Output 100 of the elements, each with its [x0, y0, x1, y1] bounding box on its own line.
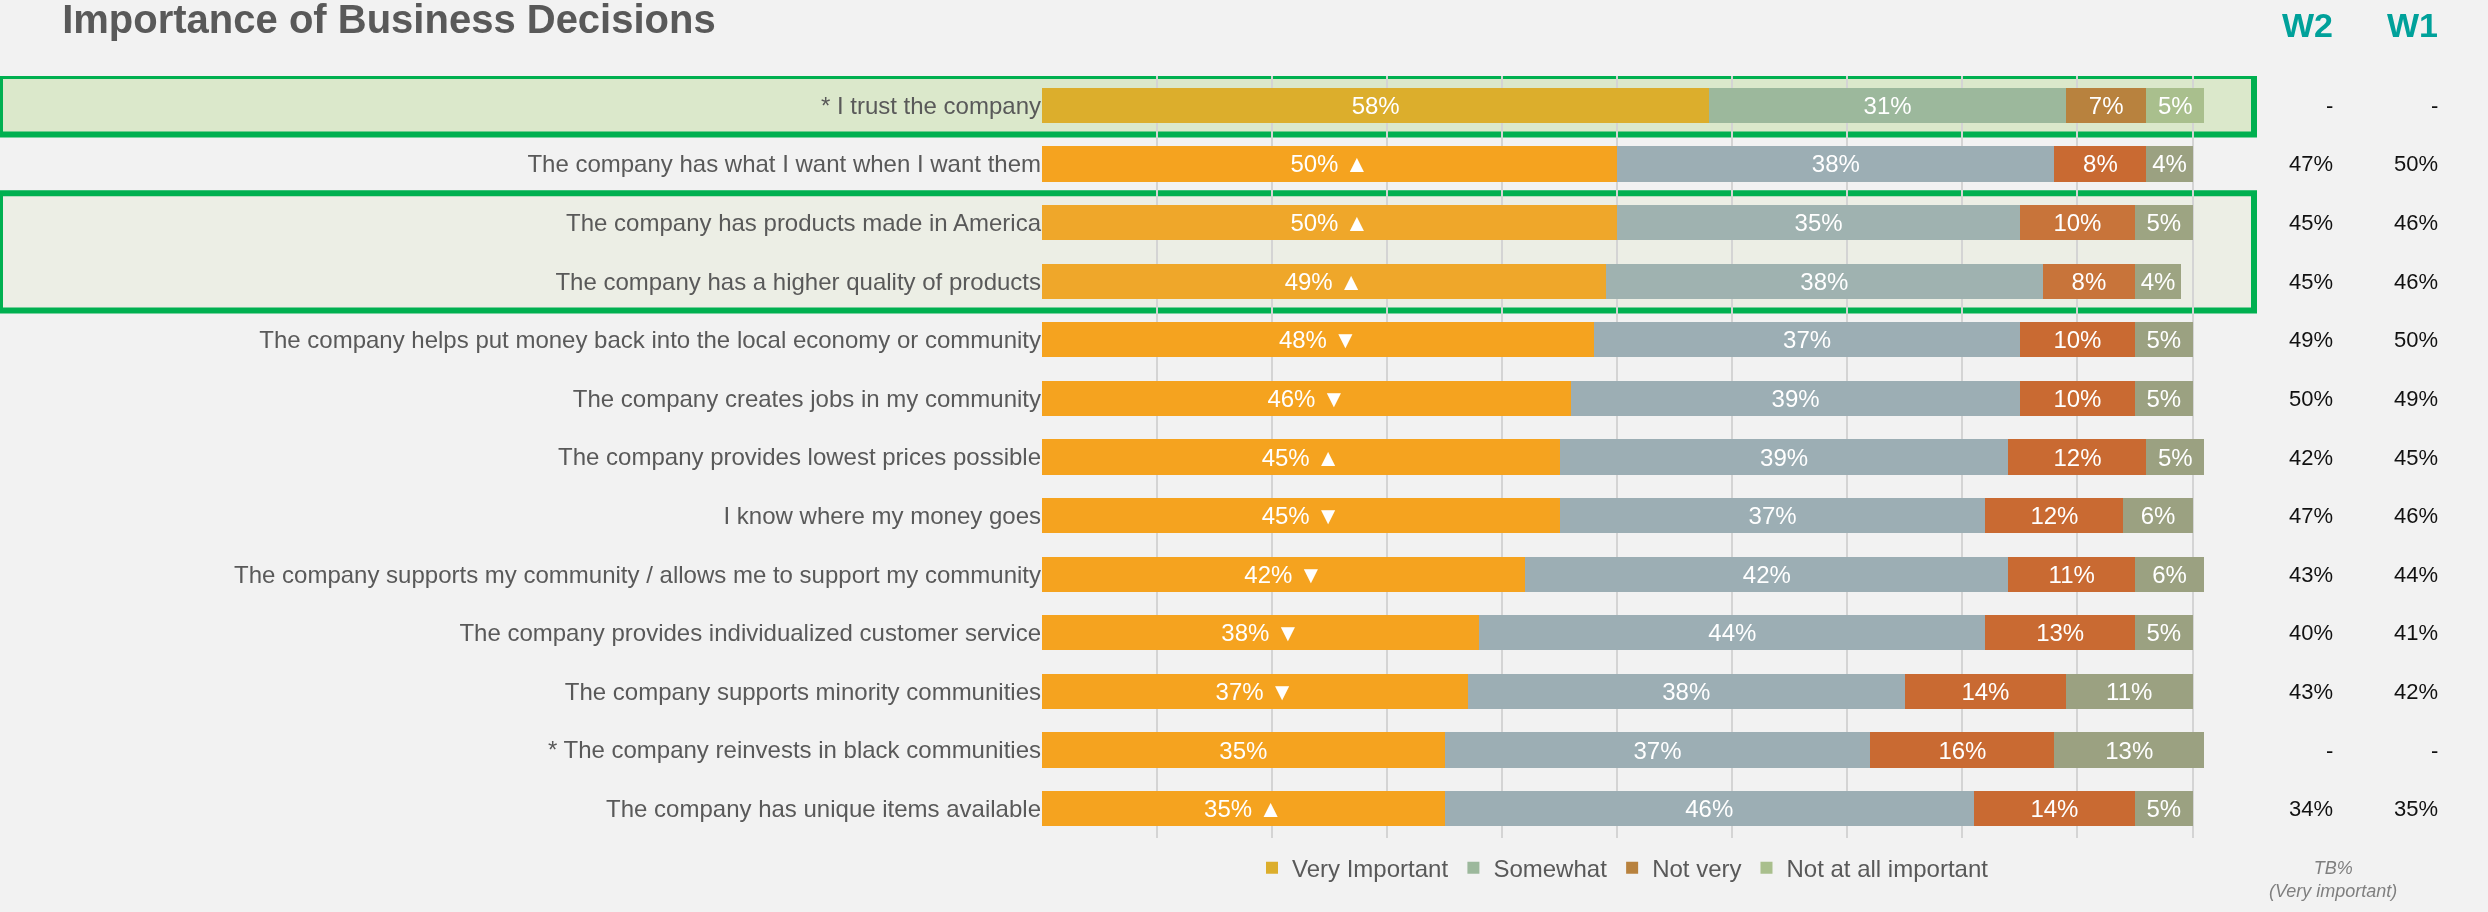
data-label: 10%: [2053, 209, 2102, 237]
data-label: 5%: [2146, 209, 2182, 237]
bar: [1042, 498, 1560, 534]
y-tick-label: The company provides lowest prices possible: [558, 443, 1041, 471]
data-label: 50% ▲: [1290, 150, 1369, 178]
text: TB% (Very important): [2269, 858, 2398, 902]
text: 49%: [2289, 327, 2334, 352]
bar: [1904, 673, 2066, 710]
data-label: 46% ▼: [1267, 384, 1346, 412]
text: W2: [2282, 6, 2333, 44]
data-label: 5%: [2146, 326, 2182, 354]
y-tick-label: The company has unique items available: [606, 795, 1041, 823]
y-tick-label: * The company reinvests in black communities: [547, 736, 1041, 764]
bar: [1525, 556, 2009, 592]
bar: [1042, 146, 1618, 182]
bar: [1042, 87, 1710, 123]
data-label: 4%: [2152, 150, 2187, 178]
bar: [1559, 439, 2009, 475]
data-label: 42%: [1742, 560, 1791, 588]
data-label: 13%: [2105, 736, 2154, 764]
bar: [2019, 380, 2135, 416]
text: 41%: [2394, 620, 2439, 645]
data-label: 10%: [2053, 326, 2102, 354]
text: 42%: [2394, 679, 2439, 704]
data-label: 58%: [1351, 91, 1400, 119]
data-label: 48% ▼: [1278, 326, 1358, 354]
data-label: 12%: [2053, 443, 2102, 471]
bar: [2054, 732, 2204, 768]
y-tick-label: The company supports minority communities: [564, 677, 1041, 705]
text: 43%: [2289, 562, 2334, 587]
text: 46%: [2394, 210, 2439, 235]
data-label: 31%: [1863, 91, 1912, 119]
bar: [1870, 732, 2055, 768]
bar: [1444, 732, 1871, 768]
bar: [1479, 615, 1986, 651]
text: 47%: [2289, 503, 2334, 528]
bar: [2019, 322, 2135, 358]
text: 35%: [2394, 796, 2439, 821]
bar: [1559, 498, 1986, 534]
data-label: 39%: [1771, 384, 1820, 412]
text: -: [2326, 738, 2334, 763]
y-tick-label: I know where my money goes: [723, 502, 1041, 530]
text: 45%: [2289, 269, 2334, 294]
text: 42%: [2289, 445, 2334, 470]
bar: [1467, 673, 1905, 710]
text: 40%: [2289, 620, 2334, 645]
data-label: 10%: [2053, 384, 2102, 412]
data-label: 5%: [2146, 384, 2182, 412]
text: W1: [2387, 6, 2438, 44]
data-label: 5%: [2146, 619, 2182, 647]
bar: [1594, 322, 2020, 358]
legend-label: Not at all important: [1786, 855, 1989, 883]
text: 50%: [2289, 386, 2334, 411]
data-label: 6%: [2140, 502, 2176, 530]
bar: [2054, 146, 2147, 182]
y-tick-label: The company has products made in America: [566, 208, 1042, 236]
text: 50%: [2394, 151, 2439, 176]
data-label: 42% ▼: [1244, 560, 1323, 588]
bar: [1042, 615, 1480, 651]
data-label: 38%: [1811, 150, 1860, 178]
data-label: 44%: [1708, 619, 1757, 647]
bar: [1042, 732, 1445, 768]
data-label: 38%: [1662, 677, 1711, 705]
y-tick-label: The company has what I want when I want them: [527, 150, 1041, 178]
data-label: 5%: [2157, 91, 2193, 119]
legend-label: Very Important: [1292, 855, 1449, 883]
data-label: 35% ▲: [1204, 795, 1283, 823]
y-tick-label: * I trust the company: [820, 91, 1041, 119]
text: 43%: [2289, 679, 2334, 704]
bar: [1042, 380, 1572, 416]
text: 46%: [2394, 269, 2439, 294]
bar: [2065, 87, 2147, 123]
legend-label: Somewhat: [1493, 855, 1608, 883]
bar: [1042, 673, 1468, 710]
bar: [1444, 791, 1974, 827]
bar: [2065, 673, 2193, 710]
data-label: 13%: [2036, 619, 2085, 647]
data-label: 37%: [1748, 502, 1797, 530]
bar: [1042, 204, 1618, 241]
bar: [2042, 263, 2135, 299]
y-tick-label: The company provides individualized customer service: [459, 619, 1041, 647]
bar: [1042, 263, 1606, 299]
text: -: [2431, 93, 2439, 118]
bar: [1985, 498, 2124, 534]
text: 34%: [2289, 796, 2334, 821]
text: 45%: [2289, 210, 2334, 235]
data-label: 38% ▼: [1221, 619, 1300, 647]
data-label: 4%: [2140, 267, 2176, 295]
text: 45%: [2394, 445, 2439, 470]
data-label: 5%: [2146, 795, 2182, 823]
bar: [1617, 204, 2020, 241]
text: Importance of Business Decisions: [62, 0, 716, 41]
data-label: 37%: [1783, 326, 1832, 354]
data-label: 16%: [1938, 736, 1987, 764]
data-label: 12%: [2030, 502, 2079, 530]
data-label: 45% ▼: [1261, 502, 1341, 530]
data-label: 8%: [2071, 267, 2107, 295]
data-label: 50% ▲: [1290, 209, 1369, 237]
y-tick-label: The company helps put money back into the local economy or community: [259, 326, 1041, 354]
bar: [1042, 439, 1560, 475]
